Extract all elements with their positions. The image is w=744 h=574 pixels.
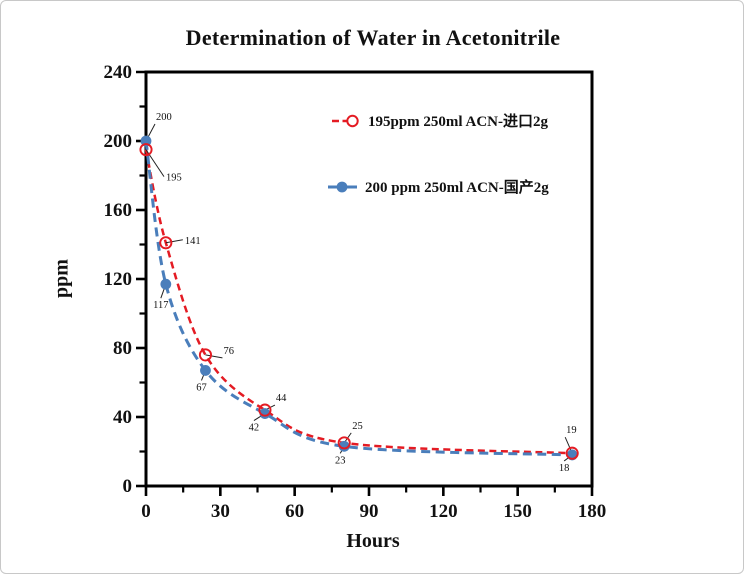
data-point-marker-imported (337, 436, 351, 450)
y-tick-label: 200 (104, 131, 133, 152)
data-point-marker-imported (565, 446, 579, 460)
axis-frame (144, 70, 594, 488)
legend-label-domestic: 200 ppm 250ml ACN-国产2g (365, 180, 549, 196)
point-label: 76 (223, 346, 234, 357)
point-label: 23 (335, 455, 346, 466)
legend-label-imported: 195ppm 250ml ACN-进口2g (368, 114, 549, 130)
data-point-marker-imported (159, 236, 173, 250)
x-axis-label: Hours (346, 530, 400, 552)
legend-item-domestic: 200 ppm 250ml ACN-国产2g (328, 176, 549, 197)
y-tick-label: 40 (113, 407, 132, 428)
point-label: 141 (185, 236, 201, 247)
point-label: 42 (249, 423, 260, 434)
point-label: 117 (153, 300, 168, 311)
y-tick-label: 160 (104, 200, 133, 221)
data-point-marker-domestic (160, 278, 172, 290)
x-tick-label: 150 (503, 501, 532, 522)
x-tick-label: 60 (285, 501, 304, 522)
data-point-marker-imported (258, 403, 272, 417)
x-tick-label: 30 (211, 501, 230, 522)
annotation-leader-line (205, 354, 223, 359)
x-tick-label: 120 (429, 501, 458, 522)
x-tick-label: 180 (578, 501, 607, 522)
point-label: 195 (166, 173, 182, 184)
point-label: 200 (156, 112, 172, 123)
legend-item-imported: 195ppm 250ml ACN-进口2g (331, 110, 548, 131)
point-label: 67 (196, 382, 207, 393)
chart-title: Determination of Water in Acetonitrile (185, 25, 561, 50)
y-tick-label: 80 (113, 338, 132, 359)
series-line-imported (144, 149, 573, 455)
data-point-marker-imported (139, 143, 153, 157)
data-point-marker-domestic (338, 440, 350, 452)
y-tick-label: 0 (123, 476, 133, 497)
x-tick-label: 0 (141, 501, 151, 522)
point-label: 44 (276, 393, 287, 404)
point-label: 18 (559, 463, 570, 474)
x-tick-label: 90 (360, 501, 379, 522)
point-label: 19 (566, 425, 577, 436)
y-tick-label: 120 (104, 269, 133, 290)
annotation-leader-line (165, 239, 183, 244)
point-label: 25 (352, 421, 363, 432)
legend-marker-filled-circle-icon (328, 181, 357, 192)
data-point-marker-domestic (200, 365, 211, 376)
data-point-marker-imported (198, 348, 213, 362)
data-point-marker-domestic (259, 408, 271, 419)
y-tick-label: 240 (104, 62, 133, 83)
legend-marker-open-circle-icon (332, 114, 359, 127)
series-line-domestic (144, 140, 573, 457)
